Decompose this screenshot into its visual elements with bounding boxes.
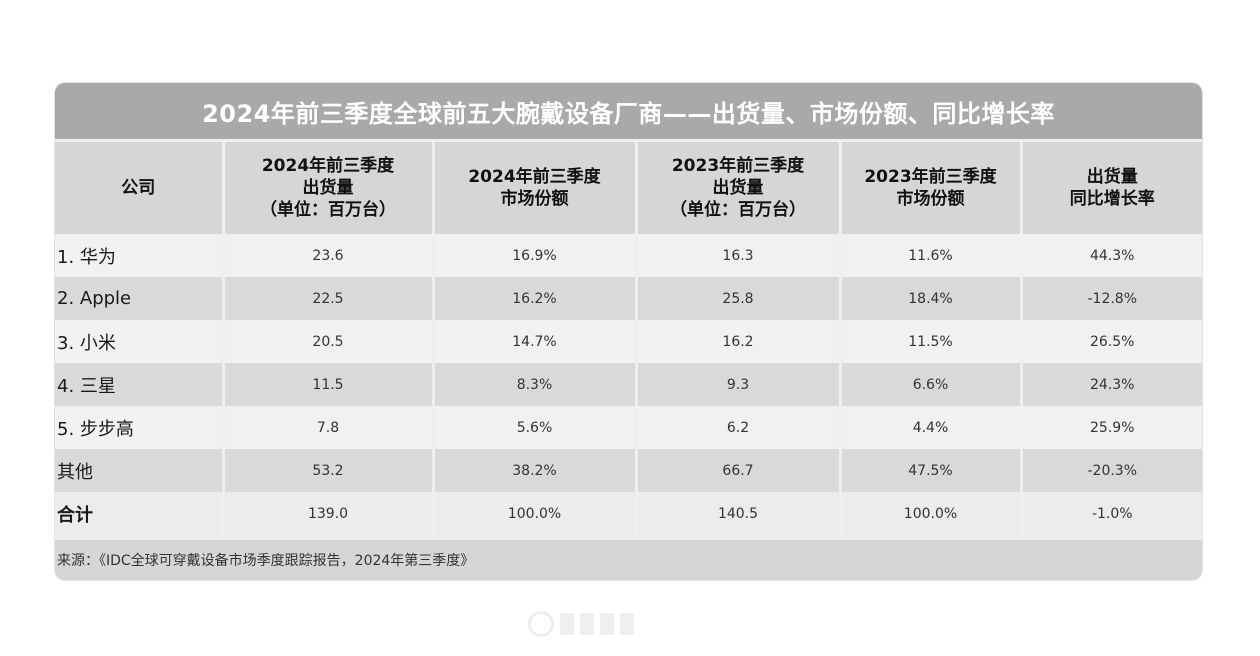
header-2023-share: 2023年前三季度 市场份额 xyxy=(840,142,1023,234)
watermark-logo-icon xyxy=(528,611,554,637)
company-cell: 其他 xyxy=(55,449,225,492)
header-2023-shipments: 2023年前三季度 出货量 （单位：百万台） xyxy=(636,142,842,234)
cell-2023-share: 11.6% xyxy=(840,234,1023,277)
company-cell: 4. 三星 xyxy=(55,363,225,406)
table-card: 2024年前三季度全球前五大腕戴设备厂商——出货量、市场份额、同比增长率 公司 … xyxy=(55,83,1202,580)
watermark-glyph xyxy=(620,613,634,635)
cell-2024-share: 14.7% xyxy=(433,320,638,363)
table-row: 3. 小米 20.5 14.7% 16.2 11.5% 26.5% xyxy=(55,320,1202,363)
cell-2024-share: 8.3% xyxy=(433,363,638,406)
cell-2023-shipments: 16.2 xyxy=(636,320,842,363)
header-yoy-growth: 出货量 同比增长率 xyxy=(1021,142,1202,234)
cell-2024-shipments: 53.2 xyxy=(223,449,435,492)
cell-2023-shipments: 6.2 xyxy=(636,406,842,449)
cell-2023-share: 4.4% xyxy=(840,406,1023,449)
table-row: 4. 三星 11.5 8.3% 9.3 6.6% 24.3% xyxy=(55,363,1202,406)
watermark-glyph xyxy=(560,613,574,635)
table-title: 2024年前三季度全球前五大腕戴设备厂商——出货量、市场份额、同比增长率 xyxy=(55,83,1202,139)
cell-2024-shipments: 23.6 xyxy=(223,234,435,277)
header-row: 公司 2024年前三季度 出货量 （单位：百万台） 2024年前三季度 市场份额… xyxy=(55,142,1202,234)
table-row: 5. 步步高 7.8 5.6% 6.2 4.4% 25.9% xyxy=(55,406,1202,449)
company-cell: 3. 小米 xyxy=(55,320,225,363)
table-row: 2. Apple 22.5 16.2% 25.8 18.4% -12.8% xyxy=(55,277,1202,320)
cell-2024-shipments: 22.5 xyxy=(223,277,435,320)
cell-yoy-growth: 24.3% xyxy=(1021,363,1202,406)
cell-2023-share: 6.6% xyxy=(840,363,1023,406)
cell-2023-share: 100.0% xyxy=(840,492,1023,536)
cell-2024-share: 5.6% xyxy=(433,406,638,449)
cell-2023-shipments: 9.3 xyxy=(636,363,842,406)
cell-yoy-growth: -12.8% xyxy=(1021,277,1202,320)
watermark-glyph xyxy=(580,613,594,635)
company-cell: 5. 步步高 xyxy=(55,406,225,449)
table-row: 其他 53.2 38.2% 66.7 47.5% -20.3% xyxy=(55,449,1202,492)
cell-2024-shipments: 139.0 xyxy=(223,492,435,536)
header-2024-share: 2024年前三季度 市场份额 xyxy=(433,142,638,234)
cell-2024-shipments: 7.8 xyxy=(223,406,435,449)
cell-2024-share: 16.9% xyxy=(433,234,638,277)
cell-yoy-growth: 44.3% xyxy=(1021,234,1202,277)
cell-2023-share: 47.5% xyxy=(840,449,1023,492)
cell-2024-share: 16.2% xyxy=(433,277,638,320)
cell-2023-share: 18.4% xyxy=(840,277,1023,320)
cell-2023-share: 11.5% xyxy=(840,320,1023,363)
cell-2023-shipments: 16.3 xyxy=(636,234,842,277)
header-company: 公司 xyxy=(55,142,225,234)
cell-2024-shipments: 11.5 xyxy=(223,363,435,406)
cell-2024-share: 38.2% xyxy=(433,449,638,492)
cell-yoy-growth: 25.9% xyxy=(1021,406,1202,449)
table-row: 1. 华为 23.6 16.9% 16.3 11.6% 44.3% xyxy=(55,234,1202,277)
watermark-glyph xyxy=(600,613,614,635)
company-cell: 1. 华为 xyxy=(55,234,225,277)
cell-2023-shipments: 140.5 xyxy=(636,492,842,536)
shipment-table: 公司 2024年前三季度 出货量 （单位：百万台） 2024年前三季度 市场份额… xyxy=(55,142,1202,536)
cell-yoy-growth: 26.5% xyxy=(1021,320,1202,363)
cell-2023-shipments: 25.8 xyxy=(636,277,842,320)
source-note: 来源：《IDC全球可穿戴设备市场季度跟踪报告，2024年第三季度》 xyxy=(55,540,1202,580)
watermark xyxy=(528,609,634,639)
header-2024-shipments: 2024年前三季度 出货量 （单位：百万台） xyxy=(223,142,435,234)
total-row: 合计 139.0 100.0% 140.5 100.0% -1.0% xyxy=(55,492,1202,536)
cell-yoy-growth: -1.0% xyxy=(1021,492,1202,536)
company-cell: 合计 xyxy=(55,492,225,536)
cell-2024-shipments: 20.5 xyxy=(223,320,435,363)
cell-2023-shipments: 66.7 xyxy=(636,449,842,492)
cell-2024-share: 100.0% xyxy=(433,492,638,536)
company-cell: 2. Apple xyxy=(55,277,225,320)
cell-yoy-growth: -20.3% xyxy=(1021,449,1202,492)
